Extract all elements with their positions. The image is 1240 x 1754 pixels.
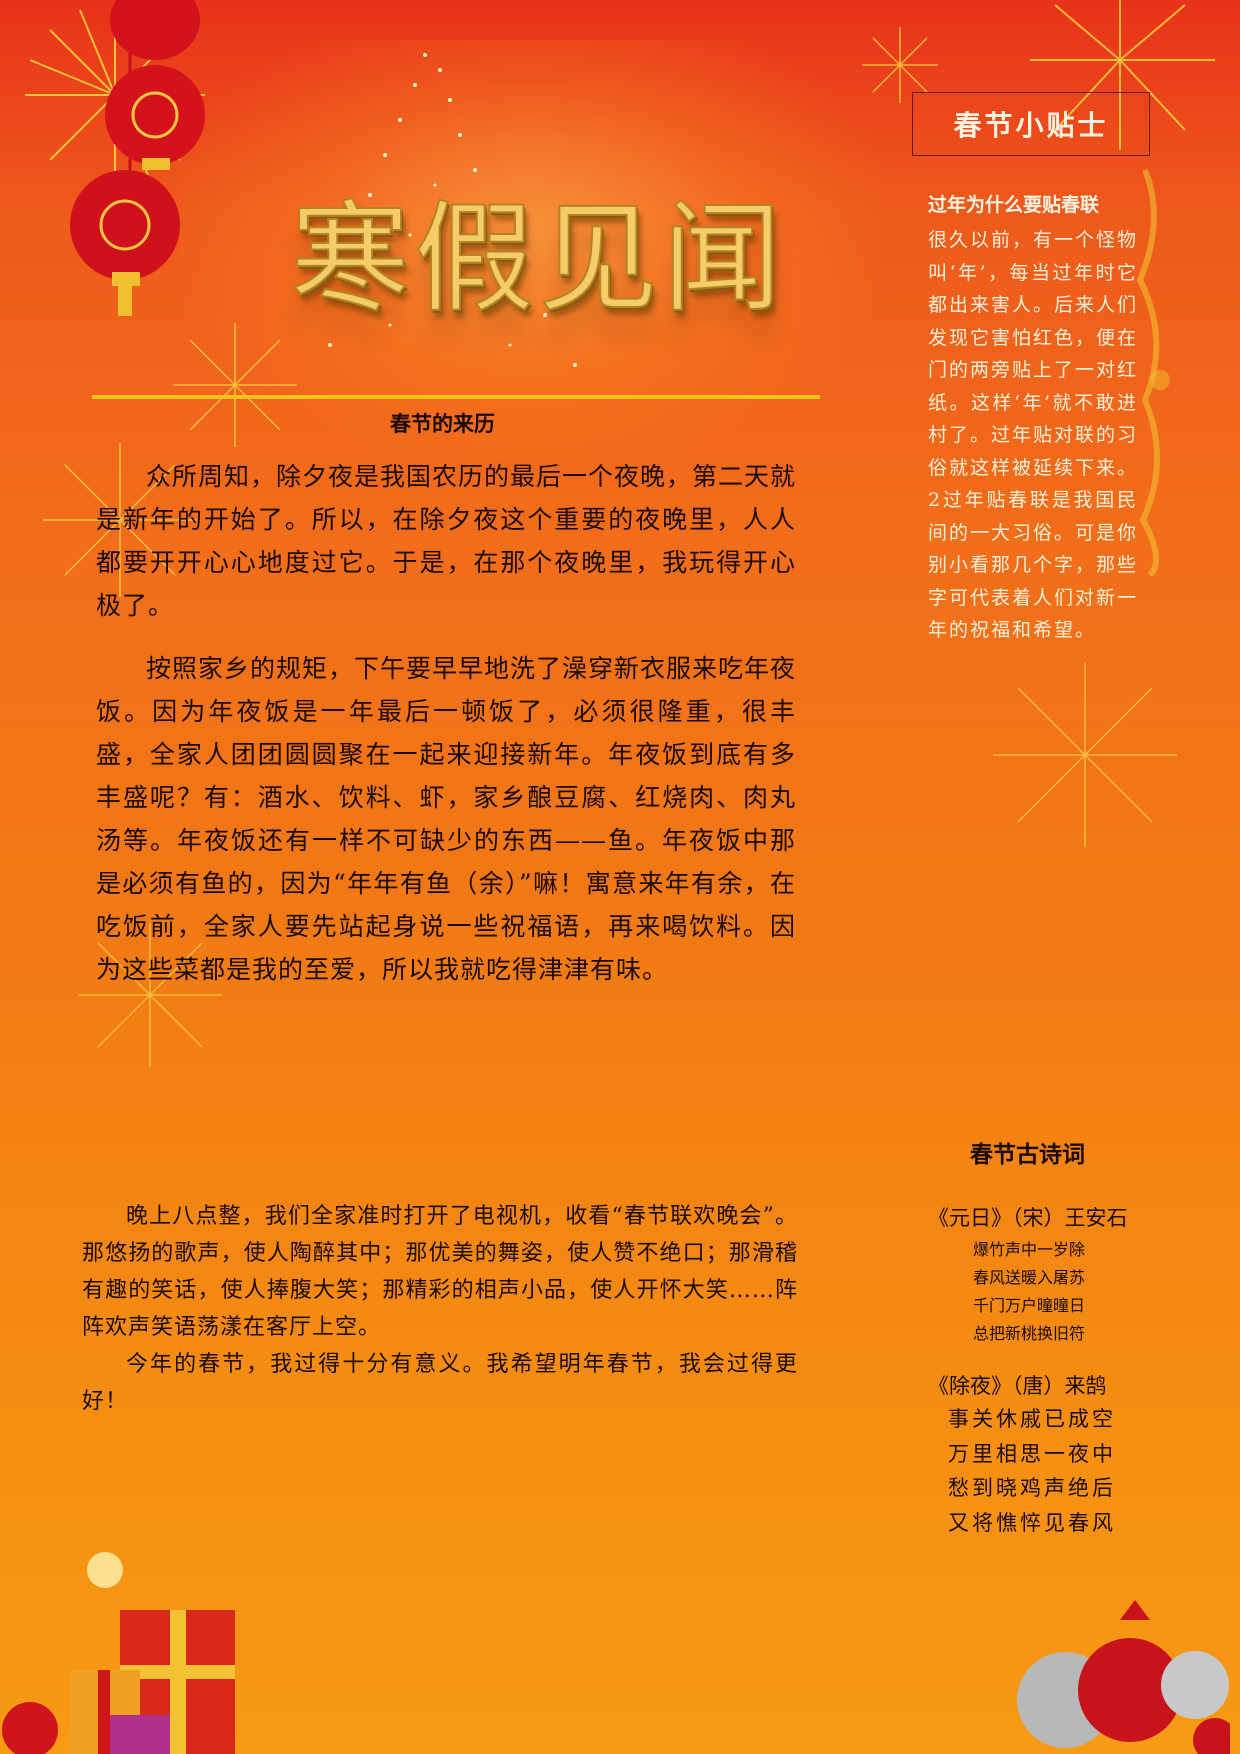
firework-small-top (862, 27, 938, 103)
firework-right (993, 663, 1177, 847)
firework-lower-left (78, 923, 222, 1067)
poem-line: 事关休戚已成空 (948, 1407, 1116, 1431)
evening-article: 晚上八点整，我们全家准时打开了电视机，收看“春节联欢晚会”。那悠扬的歌声，使人陶… (82, 1198, 798, 1420)
article-paragraph: 今年的春节，我过得十分有意义。我希望明年春节，我会过得更好！ (82, 1352, 798, 1414)
page-title: 寒假见闻 (289, 189, 786, 330)
tips-question: 过年为什么要贴春联 (928, 194, 1100, 216)
section-heading: 春节的来历 (390, 411, 495, 436)
poem-line: 爆竹声中一岁除 (973, 1240, 1086, 1259)
poem-line: 万里相思一夜中 (948, 1441, 1116, 1466)
tips-title: 春节小贴士 (953, 109, 1109, 142)
poem-line: 春风送暖入屠苏 (973, 1268, 1086, 1287)
poem-line: 又将憔悴见春风 (948, 1510, 1116, 1535)
article-paragraph: 按照家乡的规矩，下午要早早地洗了澡穿新衣服来吃年夜饭。因为年夜饭是一年最后一顿饭… (96, 654, 797, 984)
poem-lines: 事关休戚已成空 万里相思一夜中 愁到晓鸡声绝后 又将憔悴见春风 (948, 1402, 1116, 1540)
poems-heading: 春节古诗词 (970, 1141, 1085, 1168)
firework-left (43, 443, 197, 597)
tips-title-box: 春节小贴士 (912, 92, 1150, 156)
lanterns-decoration (70, 0, 205, 316)
article-paragraph: 晚上八点整，我们全家准时打开了电视机，收看“春节联欢晚会”。那悠扬的歌声，使人陶… (82, 1204, 798, 1340)
article-paragraph: 众所周知，除夕夜是我国农历的最后一个夜晚，第二天就是新年的开始了。所以，在除夕夜… (96, 462, 797, 620)
poem-line: 愁到晓鸡声绝后 (948, 1476, 1116, 1500)
poem-title: 《元日》（宋）王安石 (928, 1206, 1128, 1230)
poem-lines: 爆竹声中一岁除 春风送暖入屠苏 千门万户曈曈日 总把新桃换旧符 (973, 1236, 1085, 1348)
gift-boxes-decoration (2, 1552, 235, 1754)
ornaments-decoration (1017, 1600, 1230, 1754)
calligraphy-decoration (1136, 168, 1170, 578)
background-glow (180, 40, 880, 460)
main-article: 众所周知，除夕夜是我国农历的最后一个夜晚，第二天就是新年的开始了。所以，在除夕夜… (96, 455, 796, 1011)
divider-rule (92, 395, 820, 399)
firework-mid-left (173, 323, 297, 447)
tips-body: 很久以前，有一个怪物叫‘年’，每当过年时它都出来害人。后来人们发现它害怕红色，便… (928, 229, 1139, 641)
poem-line: 总把新桃换旧符 (973, 1324, 1086, 1343)
sparkle-tree (328, 53, 577, 367)
poem-title: 《除夜》（唐）来鹄 (928, 1374, 1107, 1398)
poem-line: 千门万户曈曈日 (973, 1296, 1086, 1315)
firework-top-right (1030, 0, 1215, 150)
